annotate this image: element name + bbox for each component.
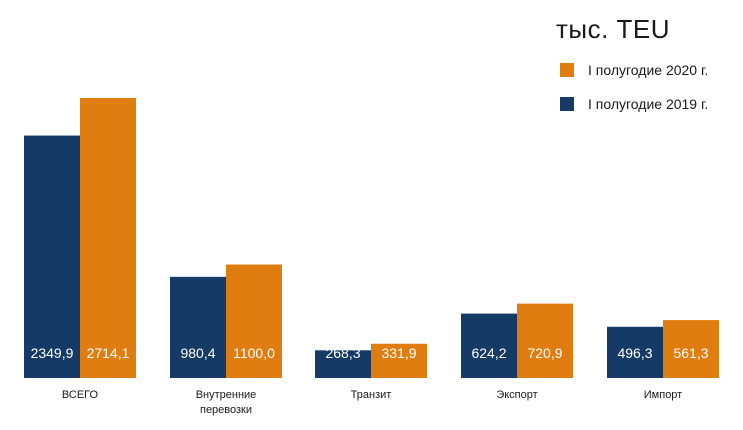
unit-label: тыс. TEU — [556, 14, 671, 44]
bar-2019-4 — [607, 326, 663, 378]
category-label-0: ВСЕГО — [62, 389, 99, 401]
legend-swatch-2020 — [560, 63, 574, 77]
legend-label-2020: I полугодие 2020 г. — [588, 62, 709, 78]
bar-value-label-2020-4: 561,3 — [673, 345, 708, 361]
bar-value-label-2019-2: 268,3 — [325, 345, 360, 361]
bar-value-label-2020-2: 331,9 — [381, 345, 416, 361]
category-label-1-line1: перевозки — [200, 404, 252, 416]
category-label-3: Экспорт — [496, 389, 537, 401]
bar-2019-1 — [170, 276, 226, 378]
bar-value-label-2019-1: 980,4 — [180, 345, 215, 361]
bar-2020-1 — [226, 264, 282, 378]
legend-label-2019: I полугодие 2019 г. — [588, 96, 709, 112]
bar-2020-3 — [517, 303, 573, 378]
bar-2019-3 — [461, 313, 517, 378]
bar-2020-4 — [663, 320, 719, 378]
legend-item-2020: I полугодие 2020 г. — [560, 62, 708, 78]
bar-2020-2 — [371, 343, 427, 378]
bar-2019-0 — [24, 135, 80, 378]
legend-item-2019: I полугодие 2019 г. — [560, 96, 708, 112]
bar-2019-2 — [315, 350, 371, 378]
category-label-4: Импорт — [644, 389, 682, 401]
bar-value-label-2020-0: 2714,1 — [87, 345, 130, 361]
bar-value-label-2019-4: 496,3 — [617, 345, 652, 361]
bar-value-label-2020-3: 720,9 — [527, 345, 562, 361]
bar-value-label-2020-1: 1100,0 — [233, 345, 275, 361]
category-label-2: Транзит — [351, 389, 392, 401]
category-label-1-line0: Внутренние — [196, 389, 257, 401]
bar-value-label-2019-3: 624,2 — [471, 345, 506, 361]
legend-swatch-2019 — [560, 97, 574, 111]
bar-2020-0 — [80, 98, 136, 378]
bar-value-label-2019-0: 2349,9 — [31, 345, 74, 361]
